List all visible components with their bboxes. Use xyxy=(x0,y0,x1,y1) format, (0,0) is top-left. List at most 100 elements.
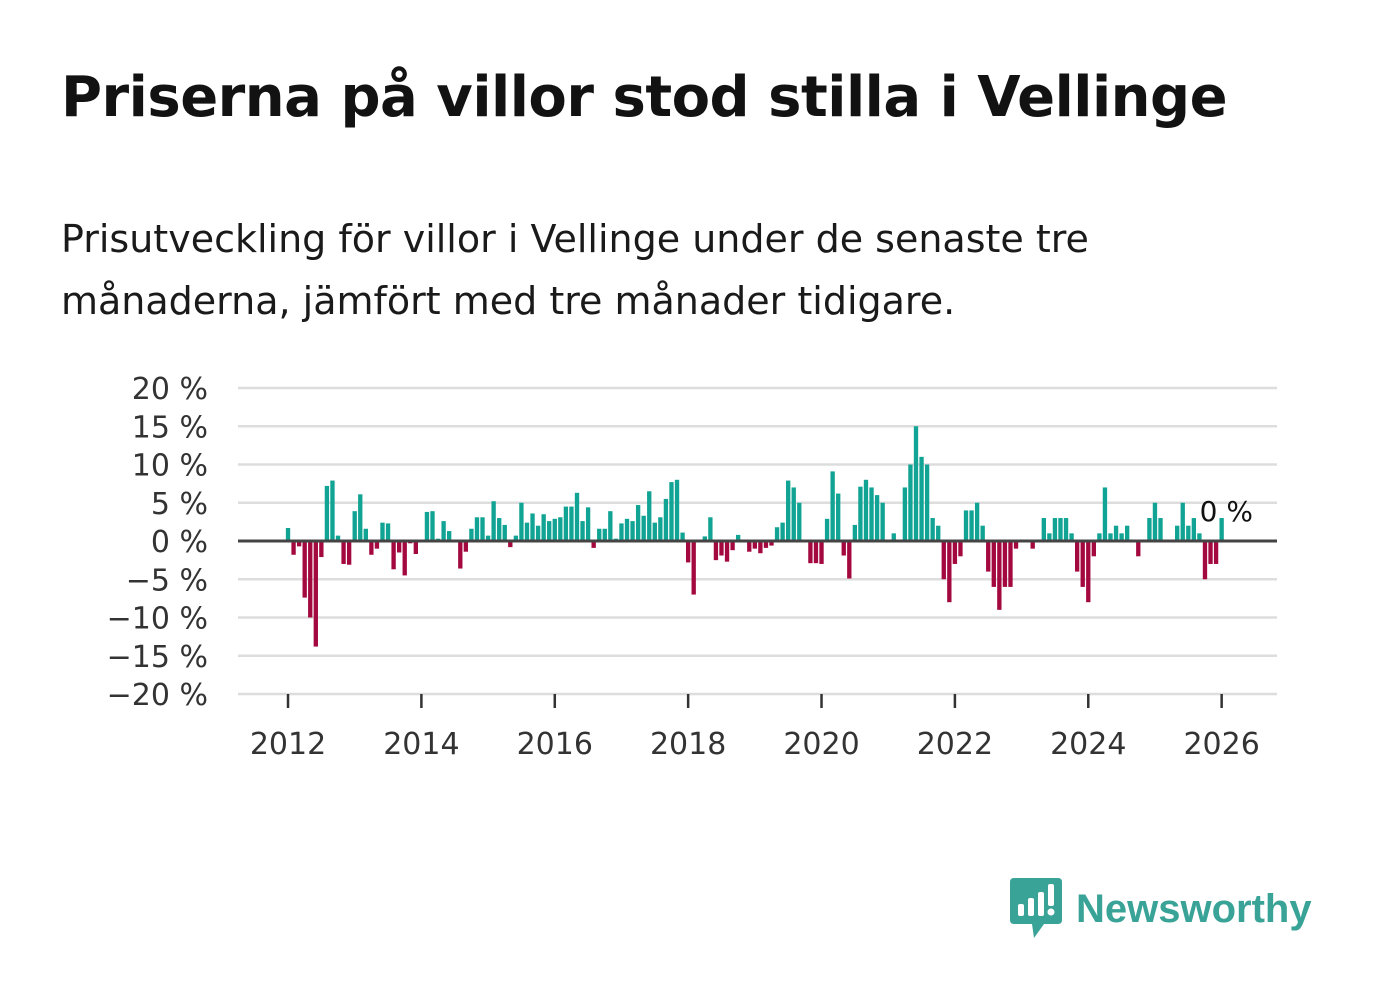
chart-title: Priserna på villor stod stilla i Velling… xyxy=(61,65,1228,130)
bar xyxy=(1202,541,1208,580)
bar xyxy=(658,517,663,541)
bar xyxy=(836,493,841,541)
brand: Newsworthy xyxy=(1010,878,1312,940)
bar xyxy=(519,502,524,541)
bar xyxy=(324,485,330,541)
bar xyxy=(858,486,863,541)
bar xyxy=(530,513,535,541)
bar xyxy=(602,528,607,541)
bar xyxy=(908,464,913,541)
bar xyxy=(1047,533,1052,541)
bar xyxy=(358,494,363,541)
bar xyxy=(585,507,591,541)
bar xyxy=(797,502,802,541)
bar xyxy=(597,528,602,541)
bar xyxy=(1175,525,1180,541)
bar xyxy=(974,502,980,541)
y-tick-label: −10 % xyxy=(107,602,208,637)
bar xyxy=(1063,518,1069,541)
bar xyxy=(630,521,635,541)
bar xyxy=(874,495,880,541)
bar xyxy=(591,541,596,548)
bar xyxy=(541,514,546,541)
bar xyxy=(1069,533,1074,541)
bar xyxy=(735,534,741,541)
bar xyxy=(924,464,930,541)
bar xyxy=(391,541,396,570)
x-tick-label: 2014 xyxy=(383,727,459,762)
last-value-label: 0 % xyxy=(1200,495,1253,528)
bar xyxy=(502,524,507,541)
bar xyxy=(902,487,908,541)
bar xyxy=(1219,518,1224,541)
bar xyxy=(1213,541,1219,564)
bar xyxy=(1186,525,1191,541)
bar xyxy=(808,541,813,564)
y-tick-label: 0 % xyxy=(151,525,208,560)
bar xyxy=(1013,541,1019,549)
bar xyxy=(652,522,657,541)
x-tick-label: 2012 xyxy=(250,727,326,762)
bar xyxy=(969,510,974,541)
bar xyxy=(680,532,685,541)
bar xyxy=(380,522,385,541)
bar xyxy=(469,528,474,541)
bar xyxy=(780,522,785,541)
bar xyxy=(1086,541,1091,603)
bar xyxy=(952,541,958,564)
bar xyxy=(563,506,569,541)
y-tick-label: −15 % xyxy=(107,640,208,675)
bar xyxy=(919,456,924,541)
bar xyxy=(508,541,513,548)
bar xyxy=(1097,533,1102,541)
bar xyxy=(413,541,418,554)
bar xyxy=(308,541,313,618)
bar xyxy=(813,541,819,564)
bar xyxy=(552,518,557,541)
bar xyxy=(852,524,858,541)
bar xyxy=(335,535,341,541)
y-tick-label: −5 % xyxy=(126,563,208,598)
bar xyxy=(947,541,952,603)
bar xyxy=(819,541,824,564)
x-tick-label: 2016 xyxy=(517,727,593,762)
bar xyxy=(669,482,674,541)
bar xyxy=(958,541,963,557)
bar xyxy=(580,521,585,541)
bar xyxy=(424,511,430,541)
bar xyxy=(1197,533,1202,541)
bar xyxy=(641,515,646,541)
bar xyxy=(313,541,318,647)
bar xyxy=(685,541,691,563)
bar xyxy=(1080,541,1085,587)
bar xyxy=(491,501,496,541)
bar xyxy=(608,511,613,541)
bar xyxy=(869,487,874,541)
bar xyxy=(936,525,941,541)
bar xyxy=(891,533,896,541)
bar xyxy=(374,541,380,549)
bar xyxy=(863,479,869,541)
x-tick-label: 2026 xyxy=(1183,727,1259,762)
bar xyxy=(296,541,302,547)
bar xyxy=(1147,518,1152,541)
bar xyxy=(535,525,541,541)
x-tick-label: 2020 xyxy=(783,727,859,762)
bar xyxy=(635,505,641,541)
bar xyxy=(724,541,730,562)
bar xyxy=(285,528,291,541)
bar xyxy=(841,541,846,556)
bar xyxy=(708,517,713,541)
bar xyxy=(547,521,552,541)
bar xyxy=(558,517,563,541)
bar xyxy=(1058,518,1063,541)
bar xyxy=(1125,525,1130,541)
bar xyxy=(1074,541,1080,572)
bar xyxy=(997,541,1002,610)
brand-name: Newsworthy xyxy=(1076,886,1312,931)
bar xyxy=(691,541,696,595)
bar xyxy=(1191,518,1197,541)
bar xyxy=(1108,533,1113,541)
bar xyxy=(980,525,985,541)
bar xyxy=(1119,533,1124,541)
